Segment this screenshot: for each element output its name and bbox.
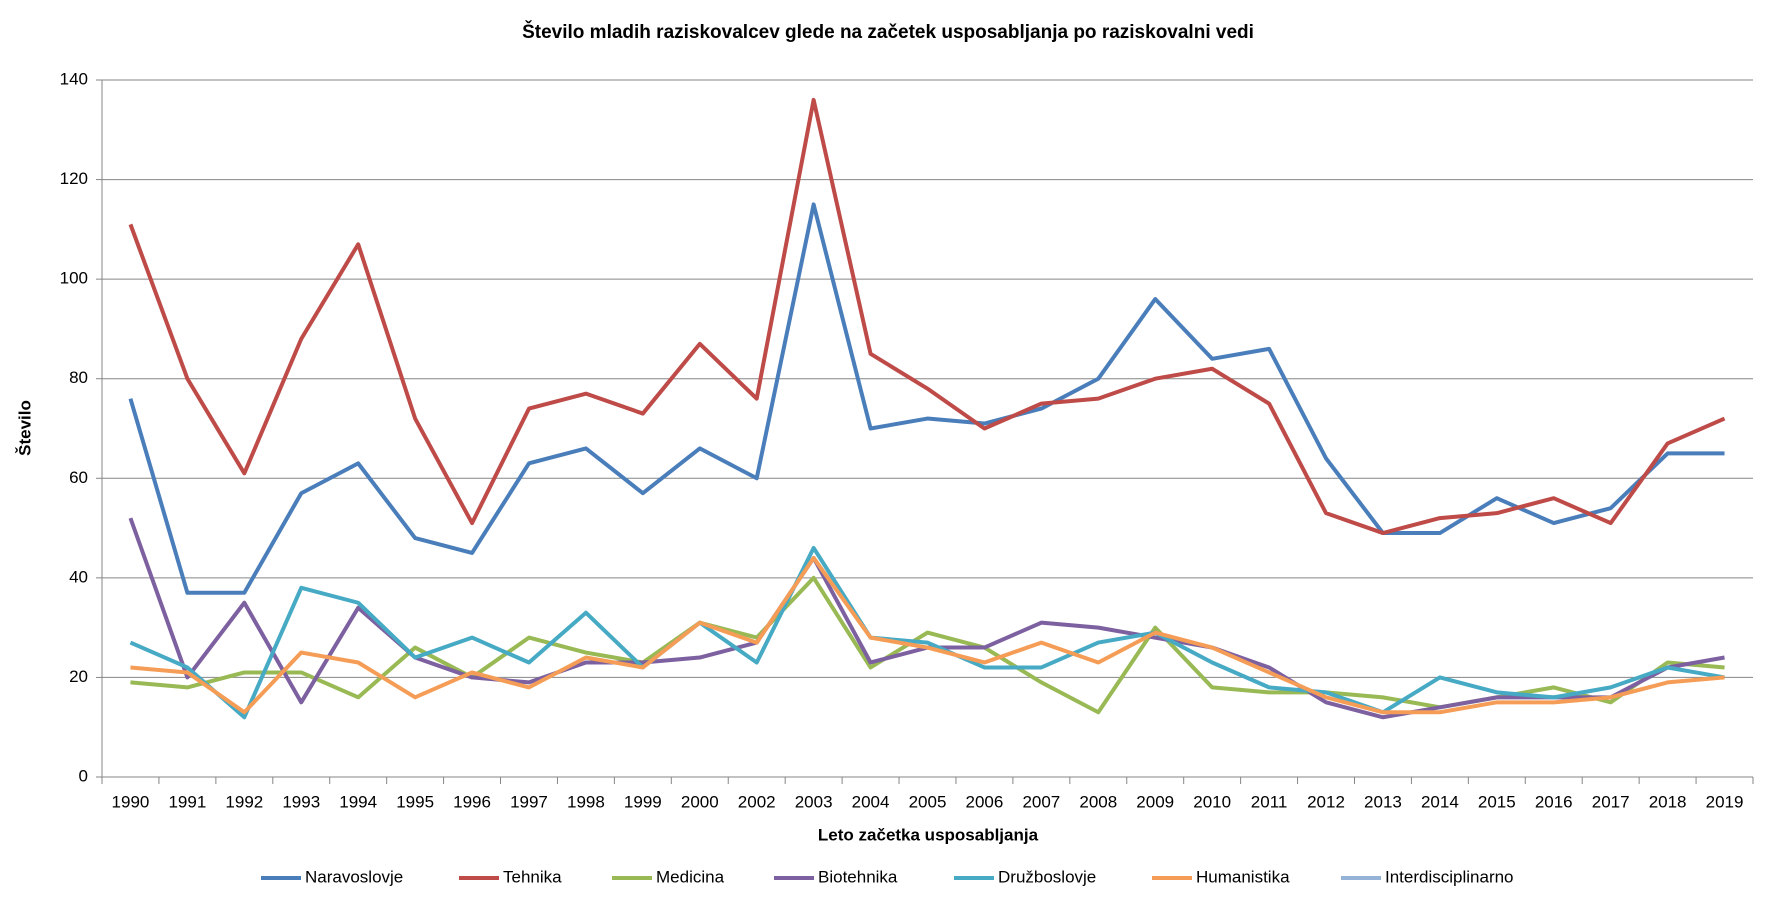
x-tick-label: 2002 bbox=[738, 792, 776, 811]
x-tick-label: 2000 bbox=[681, 792, 719, 811]
x-tick-label: 2010 bbox=[1193, 792, 1231, 811]
x-tick-label: 2005 bbox=[909, 792, 947, 811]
y-axis-title: Število bbox=[15, 400, 34, 456]
x-tick-label: 2016 bbox=[1535, 792, 1573, 811]
y-tick-label: 0 bbox=[79, 766, 88, 785]
series-line bbox=[130, 555, 1725, 715]
x-tick-label: 2018 bbox=[1649, 792, 1687, 811]
series-line bbox=[128, 202, 1725, 595]
x-tick-label: 2006 bbox=[966, 792, 1004, 811]
y-tick-label: 60 bbox=[69, 468, 88, 487]
legend-label: Naravoslovje bbox=[305, 867, 403, 886]
x-tick-label: 1997 bbox=[510, 792, 548, 811]
y-tick-label: 20 bbox=[69, 667, 88, 686]
x-tick-label: 2013 bbox=[1364, 792, 1402, 811]
x-tick-label: 1996 bbox=[453, 792, 491, 811]
series-line bbox=[129, 545, 1725, 720]
legend-label: Interdisciplinarno bbox=[1385, 867, 1514, 886]
legend-label: Humanistika bbox=[1196, 867, 1290, 886]
legend-label: Tehnika bbox=[503, 867, 562, 886]
y-tick-label: 100 bbox=[60, 269, 88, 288]
x-tick-label: 2004 bbox=[852, 792, 890, 811]
x-tick-label: 2017 bbox=[1592, 792, 1630, 811]
x-tick-label: 2015 bbox=[1478, 792, 1516, 811]
chart-title: Število mladih raziskovalcev glede na za… bbox=[522, 21, 1254, 43]
x-tick-label: 1998 bbox=[567, 792, 605, 811]
x-tick-label: 2019 bbox=[1706, 792, 1744, 811]
y-tick-label: 80 bbox=[69, 368, 88, 387]
x-tick-label: 2008 bbox=[1079, 792, 1117, 811]
series-line bbox=[128, 97, 1726, 536]
y-tick-label: 140 bbox=[60, 69, 88, 88]
legend-label: Biotehnika bbox=[818, 867, 898, 886]
series-line bbox=[130, 575, 1725, 715]
x-tick-label: 1994 bbox=[339, 792, 377, 811]
legend-label: Družboslovje bbox=[998, 867, 1096, 886]
x-tick-label: 1993 bbox=[282, 792, 320, 811]
x-tick-label: 2007 bbox=[1022, 792, 1060, 811]
x-tick-label: 1999 bbox=[624, 792, 662, 811]
legend-label: Medicina bbox=[656, 867, 725, 886]
y-tick-label: 40 bbox=[69, 567, 88, 586]
x-tick-label: 2003 bbox=[795, 792, 833, 811]
x-tick-label: 2011 bbox=[1251, 792, 1288, 811]
x-tick-label: 2012 bbox=[1307, 792, 1345, 811]
x-tick-label: 2009 bbox=[1136, 792, 1174, 811]
y-tick-label: 120 bbox=[60, 169, 88, 188]
x-axis-title: Leto začetka usposabljanja bbox=[818, 825, 1039, 844]
x-tick-label: 2014 bbox=[1421, 792, 1459, 811]
x-tick-label: 1995 bbox=[396, 792, 434, 811]
x-tick-label: 1992 bbox=[225, 792, 263, 811]
x-tick-label: 1991 bbox=[168, 792, 206, 811]
x-tick-label: 1990 bbox=[112, 792, 150, 811]
